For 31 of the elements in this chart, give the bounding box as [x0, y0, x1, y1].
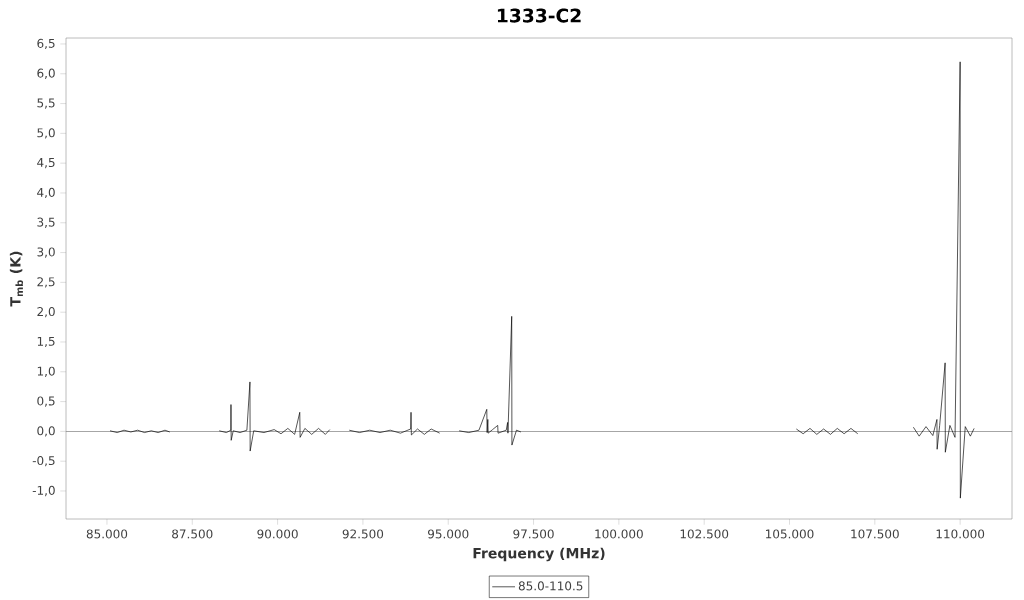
y-tick-label: 2,0	[37, 307, 55, 318]
y-tick-label: 3,5	[37, 217, 55, 228]
y-tick-label: 6,5	[37, 38, 55, 50]
x-tick-label: 110.000	[936, 529, 985, 539]
y-tick-label: 3,0	[37, 247, 55, 258]
y-axis-title: T$_{mb}$ (K)	[9, 251, 24, 307]
x-tick-label: 100.000	[595, 529, 643, 539]
y-tick-label: 1,5	[37, 336, 55, 348]
x-tick-label: 87.500	[172, 529, 213, 539]
y-tick-label: 0,0	[37, 426, 55, 437]
y-tick-label: 5,0	[37, 128, 55, 139]
y-tick-label: -1,0	[32, 485, 55, 497]
y-tick-label: 5,5	[37, 98, 55, 109]
y-tick-label: -0,5	[32, 456, 55, 467]
x-tick-label: 102.500	[680, 529, 729, 539]
x-tick-label: 95.000	[427, 529, 469, 539]
x-tick-label: 107.500	[851, 529, 899, 539]
y-tick-label: 0,5	[37, 396, 55, 407]
x-axis-title: Frequency (MHz)	[473, 547, 605, 562]
x-tick-label: 85.000	[86, 529, 128, 539]
y-tick-label: 4,5	[37, 158, 55, 169]
x-tick-label: 105.000	[766, 529, 814, 539]
y-tick-label: 2,5	[37, 277, 55, 288]
x-tick-label: 90.000	[257, 529, 298, 539]
chart-title: 1333-C2	[497, 8, 581, 23]
y-tick-label: 6,0	[37, 68, 55, 79]
x-tick-label: 92.500	[342, 529, 384, 539]
x-tick-label: 97.500	[513, 529, 554, 539]
y-tick-label: 1,0	[37, 366, 55, 377]
legend-label: 85.0-110.5	[518, 581, 583, 591]
y-tick-label: 4,0	[37, 187, 55, 199]
